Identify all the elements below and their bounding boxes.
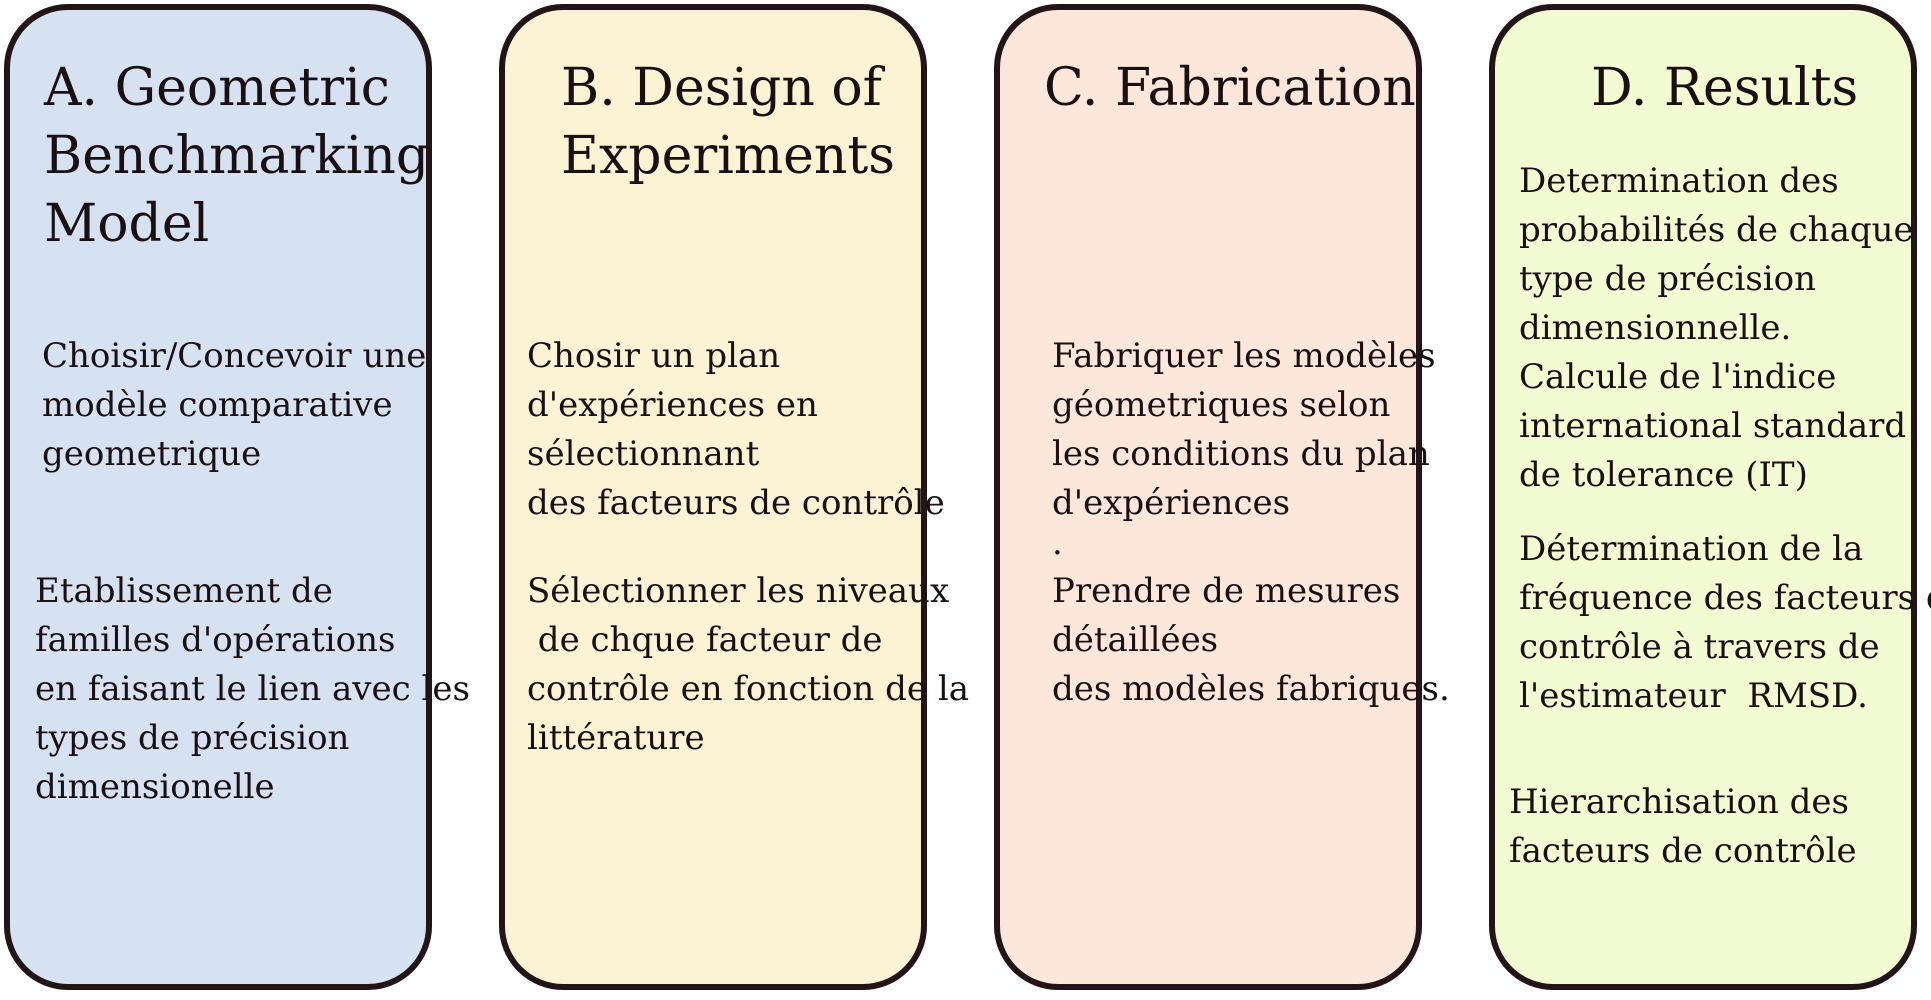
title-line: A. Geometric (44, 58, 390, 118)
text-line: Determination des (1519, 161, 1839, 201)
text-line: Hierarchisation des (1509, 782, 1849, 822)
text-line: des facteurs de contrôle (527, 483, 945, 523)
panel-title: C. Fabrication (1044, 54, 1416, 122)
text-line: d'expériences (1052, 483, 1291, 523)
title-line: Model (44, 194, 210, 254)
text-line: en faisant le lien avec les (35, 669, 470, 709)
title-line: Benchmarking (44, 126, 430, 186)
text-line: types de précision (35, 718, 350, 758)
text-line: contrôle à travers de (1519, 627, 1880, 667)
text-line: Calcule de l'indice (1519, 357, 1837, 397)
title-line: D. Results (1591, 58, 1859, 118)
text-line: Fabriquer les modèles (1052, 336, 1436, 376)
panel-text-block: Etablissement de familles d'opérations e… (35, 567, 470, 812)
text-line: Etablissement de (35, 571, 333, 611)
text-line: type de précision (1519, 259, 1817, 299)
text-line: des modèles fabriques. (1052, 669, 1450, 709)
text-line: les conditions du plan (1052, 434, 1430, 474)
text-line: d'expériences en (527, 385, 818, 425)
panel-text-block: Determination des probabilités de chaque… (1519, 157, 1914, 500)
panel-text-block: Sélectionner les niveaux de chque facteu… (527, 567, 969, 763)
text-line: détaillées (1052, 620, 1219, 660)
title-line: C. Fabrication (1044, 58, 1416, 118)
panel-text-block: Hierarchisation des facteurs de contrôle (1509, 778, 1857, 876)
text-line: de chque facteur de (527, 620, 883, 660)
text-line: dimensionelle (35, 767, 275, 807)
text-line: dimensionnelle. (1519, 308, 1792, 348)
panel-text-block: Prendre de mesures détaillées des modèle… (1052, 567, 1450, 714)
text-line: international standard (1519, 406, 1907, 446)
text-line: fréquence des facteurs de (1519, 578, 1931, 618)
title-line: Experiments (561, 126, 895, 186)
panel-design-of-experiments: B. Design of Experiments Chosir un plan … (499, 4, 969, 990)
panel-title: B. Design of Experiments (561, 54, 895, 190)
text-line: littérature (527, 718, 705, 758)
text-line: géometriques selon (1052, 385, 1391, 425)
text-line: facteurs de contrôle (1509, 831, 1857, 871)
text-line: Détermination de la (1519, 529, 1864, 569)
text-line: familles d'opérations (35, 620, 396, 660)
text-line: modèle comparative (42, 385, 393, 425)
text-line: Prendre de mesures (1052, 571, 1401, 611)
panel-text-block: Fabriquer les modèles géometriques selon… (1052, 332, 1436, 563)
text-line: contrôle en fonction de la (527, 669, 969, 709)
text-line: geometrique (42, 434, 262, 474)
panel-title: D. Results (1591, 54, 1858, 122)
text-line: . (1052, 523, 1063, 563)
panel-text-block: Détermination de la fréquence des facteu… (1519, 525, 1931, 721)
panel-title: A. Geometric Benchmarking Model (44, 54, 429, 258)
text-line: de tolerance (IT) (1519, 455, 1808, 495)
panel-results: D. Results Determination des probabilité… (1489, 4, 1931, 990)
panel-text-block: Chosir un plan d'expériences en sélectio… (527, 332, 945, 528)
title-line: B. Design of (561, 58, 882, 118)
text-line: Chosir un plan (527, 336, 781, 376)
panel-text-block: Choisir/Concevoir une modèle comparative… (42, 332, 426, 479)
text-line: Choisir/Concevoir une (42, 336, 427, 376)
panel-fabrication: C. Fabrication Fabriquer les modèles géo… (994, 4, 1450, 990)
text-line: probabilités de chaque (1519, 210, 1914, 250)
text-line: Sélectionner les niveaux (527, 571, 950, 611)
text-line: sélectionnant (527, 434, 760, 474)
text-line: l'estimateur RMSD. (1519, 676, 1868, 716)
panel-geometric-benchmarking: A. Geometric Benchmarking Model Choisir/… (4, 4, 470, 990)
